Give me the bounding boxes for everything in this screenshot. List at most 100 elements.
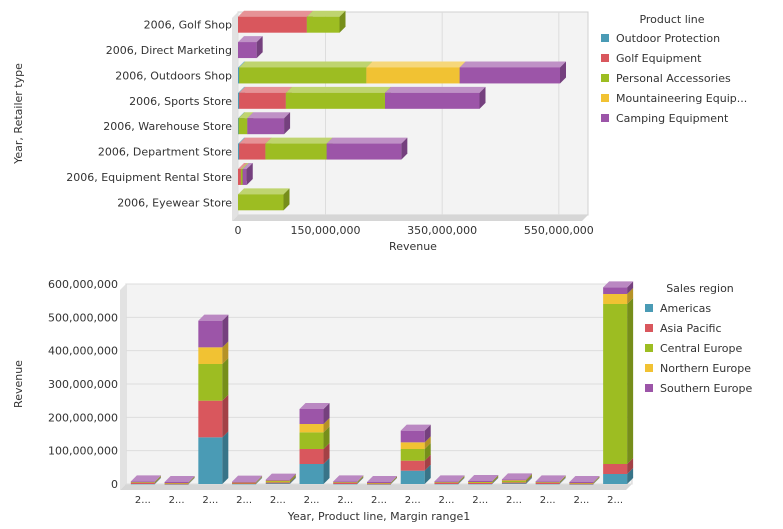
top-bar-segment xyxy=(239,67,367,84)
top-bar-top xyxy=(238,188,290,195)
bottom-bar-segment xyxy=(535,481,560,483)
bottom-bar-segment xyxy=(400,470,425,484)
top-bar-segment xyxy=(326,143,402,160)
bottom-bar-side xyxy=(492,475,499,482)
top-bar-side xyxy=(283,188,290,211)
bottom-bar-segment xyxy=(367,483,391,485)
bottom-bar-side xyxy=(188,476,195,484)
top-plot-area xyxy=(237,11,589,216)
top-category-label: 2006, Warehouse Store xyxy=(103,120,232,133)
bottom-bar-segment xyxy=(434,483,459,484)
bottom-bar-side xyxy=(525,476,532,483)
bottom-category-label: 2... xyxy=(270,495,286,506)
bottom-bar-segment xyxy=(198,320,223,348)
top-bar-top xyxy=(238,10,313,17)
top-bar-top xyxy=(240,162,249,169)
top-x-tick-label: 0 xyxy=(235,224,242,237)
bottom-bar-segment xyxy=(603,474,628,484)
bottom-bar-segment xyxy=(299,432,324,449)
bottom-bar-segment xyxy=(198,400,223,438)
top-bar-segment xyxy=(238,16,307,33)
bottom-bar-side xyxy=(424,436,431,449)
bottom-bar-side xyxy=(458,477,465,484)
bottom-bar-side xyxy=(627,281,634,294)
bottom-bar-side xyxy=(525,474,532,481)
top-bar-side xyxy=(560,61,566,84)
bottom-bar-top xyxy=(468,475,499,481)
bottom-bar-top xyxy=(400,424,431,431)
top-bar-side xyxy=(284,112,291,135)
bottom-bar-segment xyxy=(501,479,526,481)
bottom-bar-segment xyxy=(333,483,358,484)
bottom-bar-side xyxy=(559,475,566,482)
top-x-axis-title: Revenue xyxy=(389,240,437,253)
top-bar-top xyxy=(247,112,291,119)
bottom-bar-top xyxy=(299,403,330,409)
bottom-bar-segment xyxy=(265,480,290,482)
bottom-y-tick-label: 0 xyxy=(111,478,118,491)
top-bar-segment xyxy=(242,168,247,185)
bottom-bar-top xyxy=(367,476,397,482)
bottom-bar-side xyxy=(559,477,566,484)
bottom-bar-side xyxy=(289,475,296,483)
top-bar-segment xyxy=(459,67,560,84)
top-bar-top xyxy=(238,86,246,93)
bottom-bar-side xyxy=(525,474,532,483)
bottom-bar-segment xyxy=(232,483,257,484)
top-bar-top xyxy=(239,137,272,144)
top-bar-segment xyxy=(238,168,241,185)
bottom-bar-segment xyxy=(501,480,526,483)
bottom-bar-side xyxy=(559,477,566,484)
bottom-bar-segment xyxy=(299,409,324,424)
top-bar-side xyxy=(256,36,263,59)
bottom-bar-top xyxy=(232,475,263,482)
bottom-bar-side xyxy=(154,477,161,484)
bottom-bar-segment xyxy=(164,482,189,483)
bottom-bar-side xyxy=(188,477,195,484)
bottom-bar-side xyxy=(289,476,296,483)
top-legend-label: Mountaineering Equip... xyxy=(616,92,747,105)
bottom-legend-swatch xyxy=(645,324,653,332)
top-bar-top xyxy=(306,10,346,17)
bottom-category-label: 2... xyxy=(236,495,252,506)
top-bar-segment xyxy=(385,92,480,109)
bottom-bar-side xyxy=(357,477,364,484)
bottom-bar-side xyxy=(222,341,229,364)
bottom-bar-side xyxy=(627,468,634,484)
bottom-bar-top xyxy=(198,314,229,321)
bottom-bar-side xyxy=(188,477,195,484)
bottom-bar-side xyxy=(458,475,465,482)
bottom-bar-segment xyxy=(603,294,628,304)
top-plot-wall xyxy=(232,12,238,221)
top-bar-top xyxy=(238,36,263,43)
bottom-category-label: 2... xyxy=(540,495,556,506)
bottom-y-tick-label: 100,000,000 xyxy=(48,445,118,458)
top-bar-top xyxy=(459,61,566,68)
top-bar-segment xyxy=(238,67,240,84)
bottom-legend-label: Northern Europe xyxy=(660,362,751,375)
bottom-bar-top xyxy=(535,475,566,482)
bottom-bar-side xyxy=(154,477,161,484)
bottom-plot-floor xyxy=(120,484,632,490)
top-bar-side xyxy=(339,10,346,33)
bottom-bar-side xyxy=(222,394,229,438)
bottom-bar-segment xyxy=(265,481,290,483)
bottom-bar-side xyxy=(188,476,195,483)
bottom-bar-side xyxy=(154,475,161,482)
top-bar-top xyxy=(366,61,466,68)
top-bar-segment xyxy=(238,143,240,160)
bottom-bar-segment xyxy=(468,481,493,482)
top-bar-top xyxy=(265,137,333,144)
top-bar-segment xyxy=(366,67,460,84)
bottom-bar-side xyxy=(256,477,263,484)
bottom-y-tick-label: 500,000,000 xyxy=(48,311,118,324)
bottom-bar-side xyxy=(525,477,532,484)
top-category-label: 2006, Outdoors Shop xyxy=(115,69,232,82)
top-x-tick-label: 550,000,000 xyxy=(524,224,594,237)
top-bar-segment xyxy=(240,168,243,185)
bottom-category-label: 2... xyxy=(506,495,522,506)
bottom-legend-swatch xyxy=(645,364,653,372)
bottom-category-label: 2... xyxy=(573,495,589,506)
